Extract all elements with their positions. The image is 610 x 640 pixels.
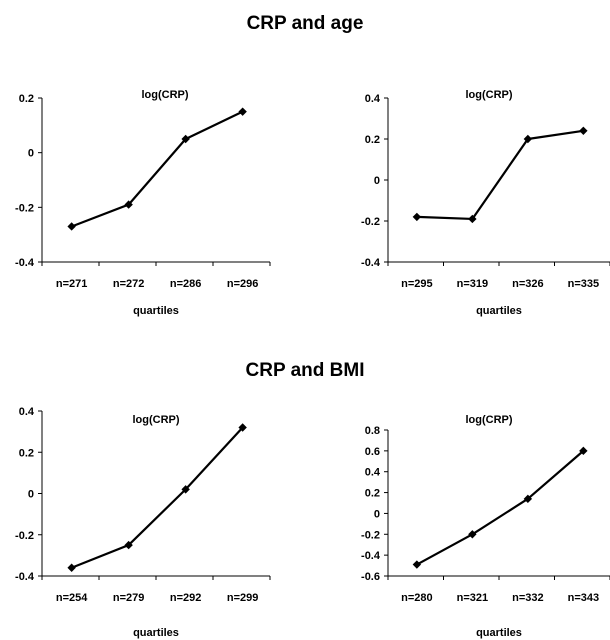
- y-tick-label: -0.4: [15, 257, 35, 269]
- x-tick-label: n=271: [56, 278, 88, 290]
- data-point: [67, 563, 76, 572]
- x-tick-label: n=299: [227, 592, 259, 604]
- section-title-age: CRP and age: [247, 13, 364, 34]
- y-tick-label: 0: [374, 175, 380, 187]
- x-axis-label: quartiles: [133, 627, 179, 639]
- y-tick-label: 0: [374, 508, 380, 520]
- y-tick-label: 0.2: [365, 134, 380, 146]
- x-tick-label: n=319: [457, 278, 489, 290]
- charts-group: 0.2 0 -0.2 -0.4 n=271 n=272 n=286 n=296 log(CRP)…: [15, 89, 610, 639]
- chart-0: 0.2 0 -0.2 -0.4 n=271 n=272 n=286 n=296 log(CRP)…: [15, 89, 271, 317]
- x-tick-label: n=272: [113, 278, 145, 290]
- data-point: [523, 494, 533, 504]
- chart-title: log(CRP): [465, 89, 512, 101]
- y-tick-label: 0.2: [19, 93, 34, 105]
- data-point: [181, 134, 190, 144]
- data-point: [523, 134, 533, 144]
- y-tick-label: 0.4: [19, 406, 35, 418]
- x-tick-label: n=332: [512, 592, 544, 604]
- data-point: [412, 560, 422, 569]
- y-tick-label: -0.2: [361, 216, 380, 228]
- series-line: [416, 450, 585, 566]
- chart-3: 0.8 0.6 0.4 0.2 0 -0.2 -0.4 -0.6 n=280 n=321 n=332…: [361, 414, 610, 639]
- data-point: [181, 485, 190, 494]
- data-point: [124, 540, 133, 550]
- chart-title: log(CRP): [132, 414, 179, 426]
- x-tick-label: n=254: [56, 592, 88, 604]
- x-axis-label: quartiles: [476, 627, 522, 639]
- data-point: [238, 423, 247, 432]
- x-axis-label: quartiles: [476, 305, 522, 317]
- section-title-bmi: CRP and BMI: [246, 360, 365, 381]
- series-line: [71, 110, 244, 228]
- chart-title: log(CRP): [141, 89, 188, 101]
- chart-title: log(CRP): [465, 414, 512, 426]
- y-tick-label: -0.2: [15, 202, 34, 214]
- data-point: [124, 200, 133, 209]
- y-tick-label: -0.2: [15, 530, 34, 542]
- x-tick-label: n=295: [401, 278, 433, 290]
- y-tick-label: 0: [28, 148, 34, 160]
- y-tick-label: 0: [28, 489, 34, 501]
- x-tick-label: n=321: [457, 592, 489, 604]
- series-line: [416, 129, 584, 221]
- chart-1: 0.4 0.2 0 -0.2 -0.4 n=295 n=319 n=326 n=335 log(C…: [361, 89, 610, 317]
- data-point: [468, 214, 477, 224]
- y-tick-label: -0.4: [361, 550, 381, 562]
- data-point: [579, 126, 588, 135]
- y-tick-label: 0.4: [365, 467, 381, 479]
- y-tick-label: 0.2: [19, 447, 34, 459]
- data-point: [67, 222, 76, 231]
- y-tick-label: -0.6: [361, 571, 380, 583]
- y-tick-label: 0.6: [365, 446, 380, 458]
- x-tick-label: n=343: [568, 592, 600, 604]
- x-tick-label: n=292: [170, 592, 202, 604]
- y-tick-label: -0.4: [15, 571, 35, 583]
- data-point: [579, 446, 588, 456]
- x-axis-label: quartiles: [133, 305, 179, 317]
- chart-2: 0.4 0.2 0 -0.2 -0.4 n=254 n=279 n=292 n=299 log(C…: [15, 406, 271, 639]
- x-tick-label: n=296: [227, 278, 259, 290]
- y-tick-label: 0.4: [365, 93, 381, 105]
- data-point: [238, 107, 247, 116]
- series-line: [71, 426, 244, 569]
- y-tick-label: -0.4: [361, 257, 381, 269]
- x-tick-label: n=326: [512, 278, 544, 290]
- x-tick-label: n=286: [170, 278, 202, 290]
- x-tick-label: n=279: [113, 592, 145, 604]
- y-tick-label: 0.2: [365, 488, 380, 500]
- x-tick-label: n=280: [401, 592, 433, 604]
- x-tick-label: n=335: [568, 278, 600, 290]
- data-point: [412, 212, 422, 222]
- y-tick-label: -0.2: [361, 529, 380, 541]
- data-point: [468, 530, 477, 539]
- y-tick-label: 0.8: [365, 425, 380, 437]
